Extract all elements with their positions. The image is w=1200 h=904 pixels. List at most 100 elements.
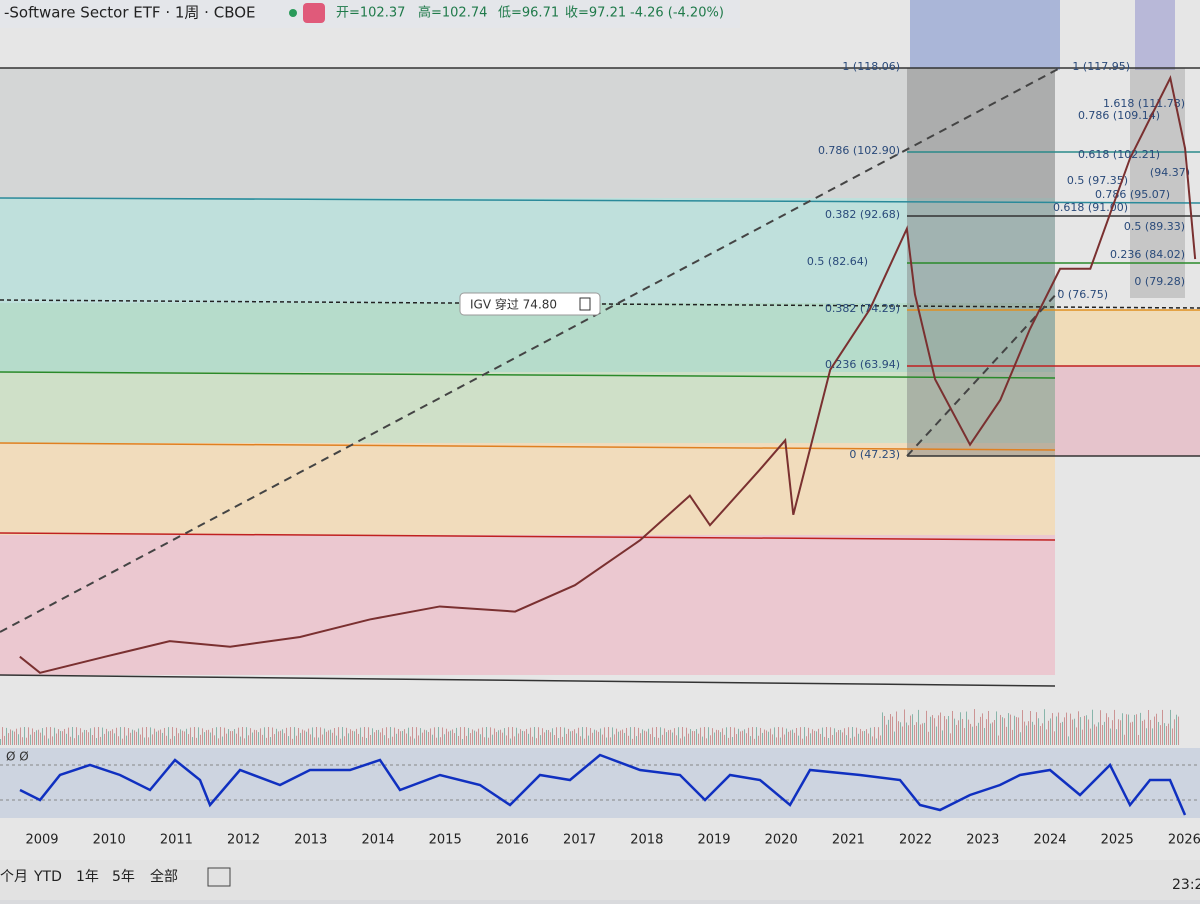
alert-tag[interactable]: IGV 穿过 74.80 xyxy=(459,292,601,316)
range-button[interactable]: 5年 xyxy=(112,869,135,885)
volume-bar xyxy=(408,727,409,745)
volume-bar xyxy=(592,732,593,745)
volume-bar xyxy=(1048,720,1049,745)
volume-bar xyxy=(630,727,631,745)
volume-bar xyxy=(890,714,891,745)
volume-bar xyxy=(618,731,619,745)
volume-bar xyxy=(1056,716,1057,745)
volume-bar xyxy=(108,731,109,745)
volume-bar xyxy=(1024,721,1025,745)
volume-bar xyxy=(1092,709,1093,745)
volume-bar xyxy=(736,734,737,745)
volume-bar xyxy=(48,738,49,745)
volume-bar xyxy=(418,735,419,745)
volume-bar xyxy=(594,729,595,745)
volume-bar xyxy=(1028,721,1029,745)
volume-bar xyxy=(504,728,505,745)
volume-bar xyxy=(86,730,87,745)
volume-bar xyxy=(938,715,939,745)
volume-bar xyxy=(38,729,39,745)
volume-bar xyxy=(234,729,235,745)
volume-bar xyxy=(406,733,407,745)
volume-bar xyxy=(498,730,499,745)
volume-bar xyxy=(716,729,717,745)
volume-bar xyxy=(940,712,941,745)
volume-bar xyxy=(712,728,713,745)
volume-bar xyxy=(224,727,225,745)
volume-bar xyxy=(36,730,37,745)
compare-icon[interactable] xyxy=(303,3,325,23)
volume-bar xyxy=(780,737,781,745)
volume-bar xyxy=(628,735,629,745)
volume-bar xyxy=(172,727,173,745)
volume-bar xyxy=(932,715,933,745)
volume-bar xyxy=(368,727,369,745)
volume-bar xyxy=(910,715,911,745)
volume-bar xyxy=(1002,717,1003,745)
volume-bar xyxy=(1058,712,1059,745)
volume-bar xyxy=(992,722,993,745)
volume-bar xyxy=(424,729,425,745)
volume-bar xyxy=(42,728,43,745)
volume-bar xyxy=(994,720,995,745)
volume-bar xyxy=(508,727,509,745)
fib-zone xyxy=(0,535,1055,675)
volume-bar xyxy=(1006,726,1007,745)
volume-bar xyxy=(884,715,885,745)
volume-bar xyxy=(900,722,901,745)
volume-bar xyxy=(916,722,917,745)
volume-bar xyxy=(120,727,121,745)
fib-box xyxy=(907,68,1055,456)
volume-bar xyxy=(160,729,161,745)
volume-bar xyxy=(970,723,971,745)
volume-bar xyxy=(94,727,95,745)
volume-bar xyxy=(666,732,667,745)
volume-bar xyxy=(1070,713,1071,745)
volume-bar xyxy=(372,728,373,745)
volume-bar xyxy=(350,729,351,745)
alert-box[interactable] xyxy=(459,292,601,316)
fib-label: 0 (76.75) xyxy=(1057,288,1108,301)
range-button[interactable]: 1年 xyxy=(76,869,99,885)
volume-bar xyxy=(40,732,41,745)
range-button[interactable]: 个月 xyxy=(0,869,28,885)
volume-bar xyxy=(1112,720,1113,745)
range-button[interactable]: YTD xyxy=(33,869,62,885)
x-tick-label: 2024 xyxy=(1033,833,1066,848)
replay-icon[interactable] xyxy=(207,867,231,887)
volume-bar xyxy=(232,731,233,745)
volume-bar xyxy=(1128,714,1129,745)
volume-bar xyxy=(1154,716,1155,745)
volume-bar xyxy=(244,738,245,745)
volume-bar xyxy=(354,731,355,745)
volume-bar xyxy=(776,737,777,745)
volume-bar xyxy=(510,738,511,745)
volume-bar xyxy=(88,732,89,745)
volume-bar xyxy=(596,730,597,745)
volume-bar xyxy=(506,735,507,745)
volume-bar xyxy=(778,727,779,745)
volume-bar xyxy=(1176,714,1177,745)
volume-bar xyxy=(812,729,813,745)
volume-bar xyxy=(892,716,893,745)
volume-bar xyxy=(100,736,101,745)
volume-bar xyxy=(728,737,729,745)
fib-zone xyxy=(0,443,1055,535)
x-tick-label: 2020 xyxy=(765,833,798,848)
range-button[interactable]: 全部 xyxy=(150,868,178,885)
volume-bar xyxy=(16,728,17,745)
volume-bar xyxy=(458,735,459,745)
volume-bar xyxy=(338,727,339,745)
symbol-title: -Software Sector ETF · 1周 · CBOE xyxy=(4,4,256,22)
volume-bar xyxy=(1042,723,1043,745)
volume-bar xyxy=(284,733,285,745)
volume-bar xyxy=(226,733,227,745)
volume-bar xyxy=(986,719,987,745)
volume-bar xyxy=(1134,714,1135,745)
volume-bar xyxy=(206,730,207,745)
volume-bar xyxy=(1076,727,1077,745)
volume-bar xyxy=(1038,718,1039,745)
volume-bar xyxy=(1034,724,1035,745)
volume-bar xyxy=(968,719,969,745)
delete-icon[interactable] xyxy=(579,297,591,311)
